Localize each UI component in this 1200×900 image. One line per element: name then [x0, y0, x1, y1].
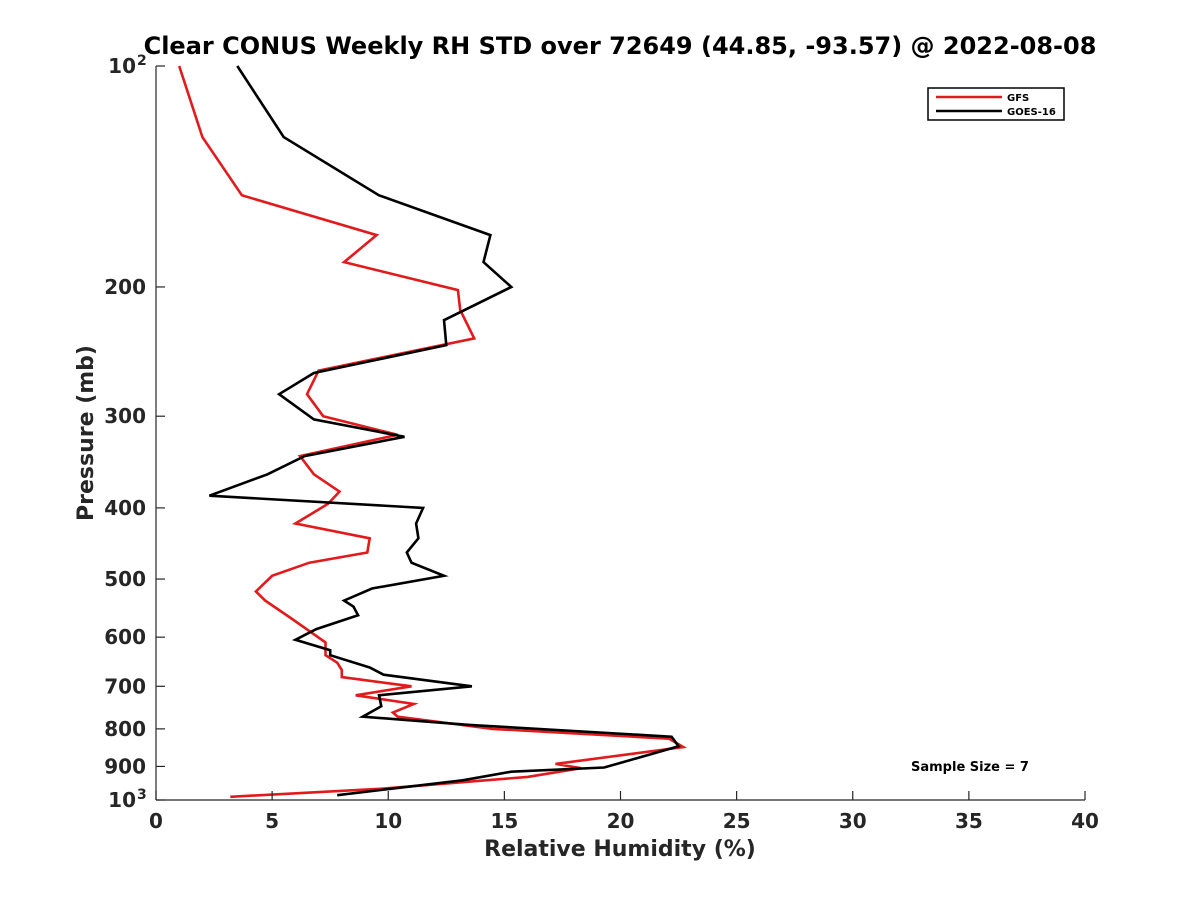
y-tick-label: 300 [104, 404, 146, 428]
x-tick-label: 10 [374, 809, 402, 833]
legend-label-gfs: GFS [1007, 93, 1029, 104]
x-tick-label: 15 [490, 809, 518, 833]
chart-title: Clear CONUS Weekly RH STD over 72649 (44… [144, 32, 1097, 60]
x-tick-label: 25 [723, 809, 751, 833]
y-tick-label-exponent: 3 [137, 787, 147, 803]
legend-box [927, 87, 1065, 121]
legend: GFS GOES-16 [927, 87, 1065, 121]
y-tick-label: 200 [104, 275, 146, 299]
y-tick-label: 700 [104, 674, 146, 698]
x-tick-label: 5 [265, 809, 279, 833]
x-axis-label: Relative Humidity (%) [484, 837, 756, 862]
legend-label-goes-16: GOES-16 [1007, 107, 1056, 118]
y-tick-label: 10 [108, 54, 136, 78]
y-tick-label: 600 [104, 625, 146, 649]
x-tick-label: 35 [955, 809, 983, 833]
x-ticks: 0 5 10 15 20 25 30 35 40 [149, 791, 1099, 833]
x-tick-label: 0 [149, 809, 163, 833]
x-tick-label: 20 [607, 809, 635, 833]
sample-size-annotation: Sample Size = 7 [911, 760, 1029, 775]
y-tick-label: 10 [108, 788, 136, 812]
y-tick-label: 800 [104, 717, 146, 741]
series-line-gfs [177, 65, 688, 799]
series-line-goes-16 [208, 65, 681, 797]
y-tick-label: 400 [104, 496, 146, 520]
y-tick-label: 900 [104, 754, 146, 778]
y-tick-label: 500 [104, 567, 146, 591]
x-tick-label: 40 [1071, 809, 1099, 833]
series-layer [177, 65, 688, 799]
x-tick-label: 30 [839, 809, 867, 833]
y-tick-label-exponent: 2 [137, 53, 147, 69]
y-axis-label: Pressure (mb) [74, 345, 99, 521]
